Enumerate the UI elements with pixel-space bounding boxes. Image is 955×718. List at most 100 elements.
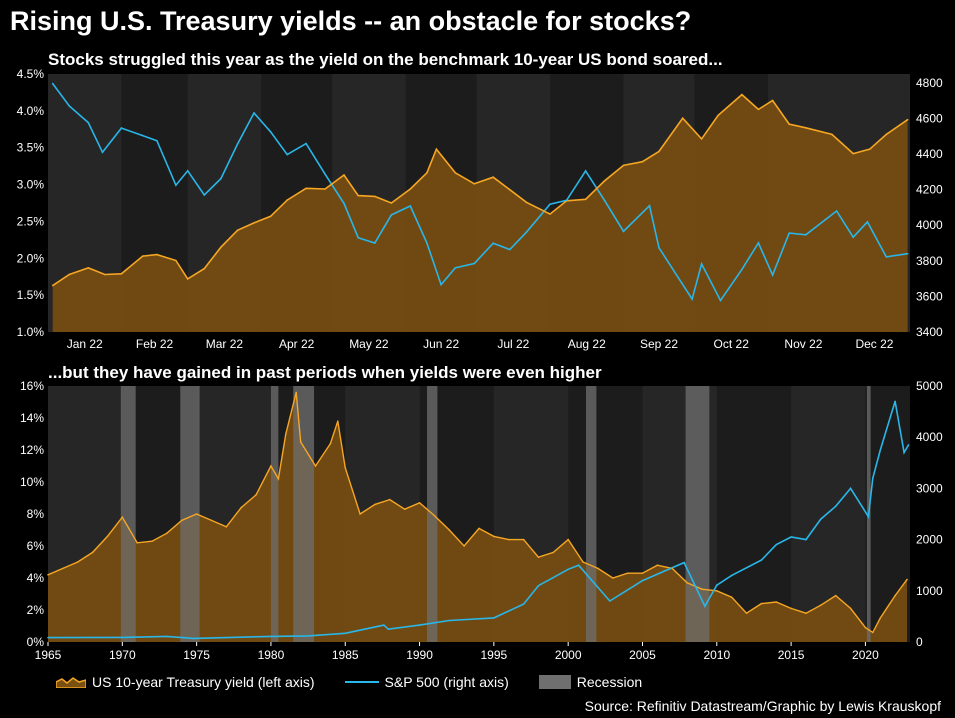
sp500-point <box>418 624 421 626</box>
recession-band <box>586 386 597 642</box>
sp500-point <box>537 584 540 587</box>
yield-point <box>270 465 272 467</box>
sp500-point <box>51 82 54 85</box>
sp500-point <box>387 628 390 630</box>
sp500-point <box>641 579 644 582</box>
yield-point <box>717 114 719 117</box>
sp500-point <box>87 121 90 124</box>
x-tick-label: 1980 <box>258 648 285 662</box>
sp500-point <box>253 112 255 114</box>
sp500-point <box>549 203 551 206</box>
yield-point <box>567 538 569 541</box>
yield-area <box>48 392 907 642</box>
yield-point <box>337 420 339 423</box>
yield-point <box>255 494 257 496</box>
x-tick-label: 1970 <box>109 648 136 662</box>
yield-point <box>203 267 206 270</box>
sp500-point <box>324 173 326 175</box>
x-tick-label: 2015 <box>778 648 805 662</box>
y-left-tick-label: 2.5% <box>17 214 45 228</box>
sp500-point <box>344 632 347 635</box>
sp500-point <box>577 564 580 566</box>
y-left-tick-label: 4.5% <box>17 67 45 81</box>
yield-point <box>269 215 272 218</box>
yield-point <box>879 617 882 619</box>
sp500-line-swatch <box>344 681 379 683</box>
yield-point <box>151 540 153 542</box>
sp500-point <box>835 210 838 212</box>
sp500-point <box>101 151 104 154</box>
sp500-point <box>286 153 288 156</box>
sp500-point <box>608 600 611 602</box>
yield-point <box>622 164 625 167</box>
yield-point <box>448 529 451 531</box>
yield-point <box>492 176 495 178</box>
yield-point <box>852 152 854 155</box>
yield-point <box>156 253 158 256</box>
yield-point <box>700 138 703 140</box>
recession-band <box>180 386 200 642</box>
y-left-tick-label: 1.5% <box>17 288 45 302</box>
sp500-point <box>700 263 703 265</box>
x-tick-label: Sep 22 <box>640 337 678 351</box>
sp500-point <box>790 536 792 538</box>
x-tick-label: 2010 <box>703 648 730 662</box>
yield-point <box>253 222 255 224</box>
y-right-tick-label: 5000 <box>916 379 943 393</box>
yield-point <box>805 127 807 129</box>
sp500-point <box>307 635 309 637</box>
sp500-point <box>907 444 910 446</box>
x-tick-label: 2005 <box>629 648 656 662</box>
sp500-point <box>68 105 71 107</box>
yield-point <box>104 273 106 276</box>
legend-yield-label: US 10-year Treasury yield (left axis) <box>92 674 315 690</box>
sp500-point <box>771 274 774 276</box>
legend-item-yield: US 10-year Treasury yield (left axis) <box>56 674 315 690</box>
top-chart-subtitle: Stocks struggled this year as the yield … <box>48 50 723 69</box>
yield-point <box>864 626 867 629</box>
yield-point <box>305 187 307 190</box>
yield-point <box>507 538 510 541</box>
sp500-point <box>508 248 511 251</box>
sp500-point <box>683 561 685 564</box>
y-right-tick-label: 0 <box>916 635 923 649</box>
sp500-point <box>730 574 733 577</box>
sp500-point <box>719 299 722 302</box>
yield-point <box>757 108 760 111</box>
legend-sp500-label: S&P 500 (right axis) <box>384 674 509 690</box>
yield-point <box>390 202 393 204</box>
yield-point <box>597 567 599 570</box>
recession-band <box>293 386 315 642</box>
yield-point <box>299 441 302 443</box>
sp500-point <box>383 624 385 626</box>
sp500-point <box>567 568 569 571</box>
yield-point <box>584 198 587 201</box>
yield-point <box>433 514 436 517</box>
sp500-point <box>691 298 693 300</box>
y-left-tick-label: 14% <box>20 411 44 425</box>
page-title: Rising U.S. Treasury yields -- an obstac… <box>10 6 692 36</box>
y-right-tick-label: 3000 <box>916 481 943 495</box>
x-tick-label: Oct 22 <box>714 337 750 351</box>
yield-point <box>175 259 177 262</box>
sp500-point <box>704 605 706 607</box>
yield-point <box>426 171 428 174</box>
x-tick-label: Nov 22 <box>784 337 822 351</box>
sp500-point <box>156 139 158 142</box>
legend-item-sp500: S&P 500 (right axis) <box>344 674 509 690</box>
yield-point <box>525 201 528 204</box>
yield-point <box>686 582 688 584</box>
sp500-point <box>775 543 778 546</box>
yield-point <box>357 194 360 197</box>
yield-point <box>225 526 228 528</box>
sp500-point <box>186 169 189 172</box>
sp500-point <box>192 637 195 640</box>
yield-point <box>120 272 123 275</box>
y-right-tick-label: 4000 <box>916 430 943 444</box>
sp500-point <box>493 617 495 619</box>
y-right-tick-label: 1000 <box>916 584 943 598</box>
y-left-tick-label: 10% <box>20 475 44 489</box>
yield-point <box>790 607 792 610</box>
yield-point <box>418 502 421 504</box>
sp500-point <box>166 635 168 638</box>
